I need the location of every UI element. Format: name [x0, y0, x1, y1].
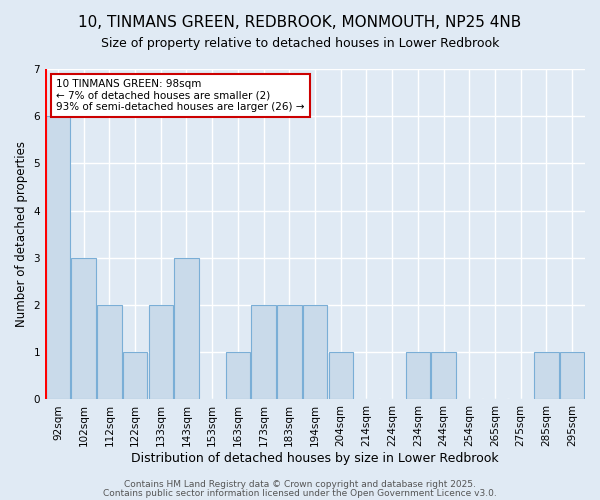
Text: 10 TINMANS GREEN: 98sqm
← 7% of detached houses are smaller (2)
93% of semi-deta: 10 TINMANS GREEN: 98sqm ← 7% of detached…: [56, 79, 304, 112]
Bar: [149, 305, 173, 400]
Bar: [123, 352, 147, 400]
Bar: [277, 305, 302, 400]
Text: Contains public sector information licensed under the Open Government Licence v3: Contains public sector information licen…: [103, 488, 497, 498]
Text: Contains HM Land Registry data © Crown copyright and database right 2025.: Contains HM Land Registry data © Crown c…: [124, 480, 476, 489]
Bar: [97, 305, 122, 400]
Y-axis label: Number of detached properties: Number of detached properties: [15, 141, 28, 327]
Bar: [303, 305, 327, 400]
Bar: [534, 352, 559, 400]
Bar: [329, 352, 353, 400]
Bar: [560, 352, 584, 400]
Bar: [226, 352, 250, 400]
Bar: [174, 258, 199, 400]
Bar: [71, 258, 96, 400]
Text: 10, TINMANS GREEN, REDBROOK, MONMOUTH, NP25 4NB: 10, TINMANS GREEN, REDBROOK, MONMOUTH, N…: [79, 15, 521, 30]
Bar: [431, 352, 456, 400]
Bar: [46, 116, 70, 400]
Text: Size of property relative to detached houses in Lower Redbrook: Size of property relative to detached ho…: [101, 38, 499, 51]
X-axis label: Distribution of detached houses by size in Lower Redbrook: Distribution of detached houses by size …: [131, 452, 499, 465]
Bar: [406, 352, 430, 400]
Bar: [251, 305, 276, 400]
